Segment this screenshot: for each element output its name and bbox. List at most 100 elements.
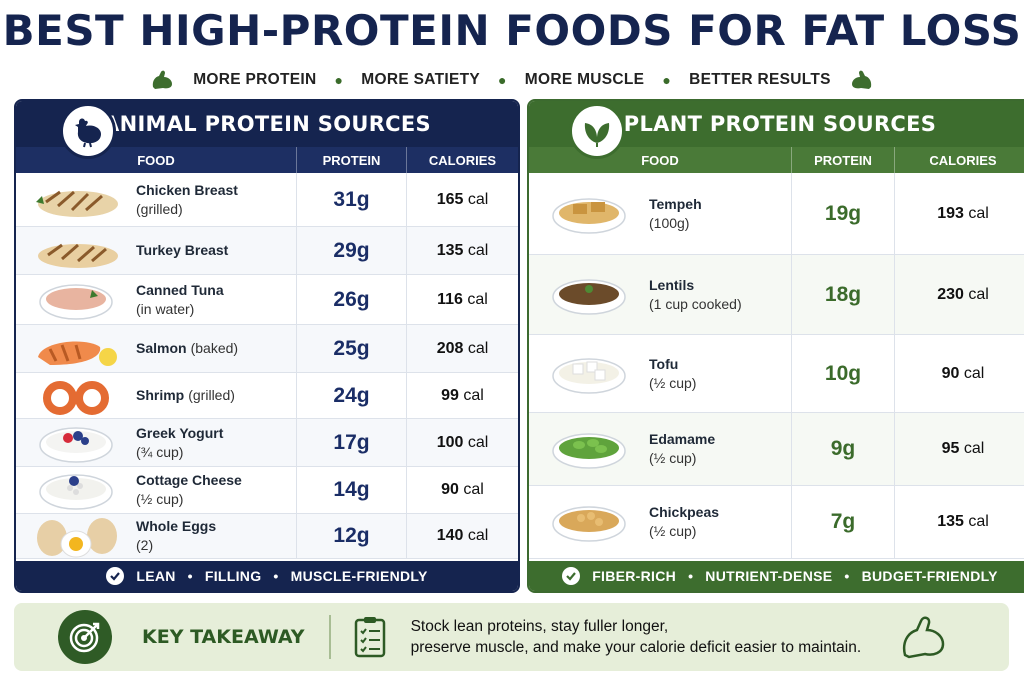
cottage-cheese-icon <box>16 468 136 512</box>
calories-value: 100 cal <box>406 419 518 466</box>
food-cell: Whole Eggs (2) <box>16 514 296 558</box>
food-name-text: Chickpeas <box>649 504 720 520</box>
table-row: Tempeh (100g) 19g 193 cal <box>529 173 1024 255</box>
subtitle-item: MORE MUSCLE <box>524 71 645 88</box>
food-name-text: Tofu <box>649 355 679 372</box>
food-cell: Tempeh (100g) <box>529 173 791 254</box>
column-header-food: FOOD <box>641 152 679 168</box>
food-name-text: Whole Eggs <box>136 518 217 534</box>
food-name: Tofu (½ cup) <box>649 355 696 393</box>
divider <box>328 615 331 659</box>
table-row: Whole Eggs (2) 12g 140 cal <box>16 514 518 559</box>
tofu-icon <box>529 352 649 396</box>
tempeh-icon <box>529 192 649 236</box>
food-name-text: Salmon <box>136 340 187 356</box>
takeaway-text: Stock lean proteins, stay fuller longer,… <box>411 616 862 658</box>
takeaway-line: Stock lean proteins, stay fuller longer, <box>410 618 669 635</box>
food-name-text: Tempeh <box>649 195 702 212</box>
food-cell: Chicken Breast (grilled) <box>16 173 296 226</box>
calories-number: 135 <box>436 241 464 259</box>
calories-number: 90 <box>941 364 960 382</box>
panel-title: PLANT PROTEIN SOURCES <box>623 112 937 136</box>
chicken-breast-icon <box>16 178 136 222</box>
food-serving-text: (½ cup) <box>649 374 697 391</box>
food-serving-text: (½ cup) <box>649 523 697 539</box>
food-serving-text: (grilled) <box>188 387 235 403</box>
animal-protein-panel: ANIMAL PROTEIN SOURCES FOOD PROTEIN CALO… <box>14 99 520 593</box>
calories-unit: cal <box>963 285 989 303</box>
bullet-icon: ● <box>662 72 672 88</box>
plant-food-table: Tempeh (100g) 19g 193 cal Lentils (1 cup cook… <box>529 173 1024 559</box>
check-icon <box>562 567 581 585</box>
food-name: Turkey Breast <box>136 241 228 260</box>
food-serving-text: (baked) <box>190 340 239 356</box>
chickpeas-icon <box>529 500 649 544</box>
calories-value: 95 cal <box>894 413 1024 485</box>
calories-number: 230 <box>937 285 964 303</box>
table-row: Shrimp (grilled) 24g 99 cal <box>16 373 518 419</box>
shrimp-icon <box>16 374 136 418</box>
food-serving-text: (in water) <box>136 300 195 317</box>
calories-value: 135 cal <box>406 227 518 274</box>
calories-number: 135 <box>937 513 964 530</box>
column-header-calories: CALORIES <box>406 147 518 173</box>
calories-value: 90 cal <box>406 467 518 513</box>
footer-item: NUTRIENT-DENSE <box>705 568 833 584</box>
animal-food-table: Chicken Breast (grilled) 31g 165 cal Turkey … <box>16 173 518 559</box>
protein-value: 26g <box>296 275 406 324</box>
calories-value: 230 cal <box>894 255 1024 334</box>
table-row: Turkey Breast 29g 135 cal <box>16 227 518 275</box>
protein-value: 14g <box>296 467 406 513</box>
table-row: Cottage Cheese (½ cup) 14g 90 cal <box>16 467 518 514</box>
calories-number: 208 <box>436 339 464 357</box>
calories-unit: cal <box>463 527 489 544</box>
food-name-text: Shrimp <box>136 387 185 403</box>
table-row: Chickpeas (½ cup) 7g 135 cal <box>529 486 1024 559</box>
flexed-arm-icon <box>153 70 173 89</box>
calories-value: 90 cal <box>894 335 1024 412</box>
protein-value: 19g <box>791 173 894 254</box>
panel-footer: FIBER-RICH • NUTRIENT-DENSE • BUDGET-FRI… <box>529 561 1024 591</box>
subtitle-bar: MORE PROTEIN ● MORE SATIETY ● MORE MUSCL… <box>0 68 1024 92</box>
food-cell: Lentils (1 cup cooked) <box>529 255 791 334</box>
footer-item: FIBER-RICH <box>592 568 677 584</box>
calories-value: 135 cal <box>894 486 1024 558</box>
calories-unit: cal <box>463 241 489 259</box>
protein-value: 17g <box>296 419 406 466</box>
table-row: Greek Yogurt (¾ cup) 17g 100 cal <box>16 419 518 467</box>
food-cell: Cottage Cheese (½ cup) <box>16 467 296 513</box>
table-row: Chicken Breast (grilled) 31g 165 cal <box>16 173 518 227</box>
calories-unit: cal <box>463 433 489 451</box>
food-name: Salmon (baked) <box>136 339 238 358</box>
column-header-protein: PROTEIN <box>296 147 406 173</box>
calories-value: 208 cal <box>406 325 518 372</box>
food-cell: Edamame (½ cup) <box>529 413 791 485</box>
footer-item: MUSCLE-FRIENDLY <box>290 568 428 584</box>
calories-number: 165 <box>436 190 464 208</box>
panel-footer: LEAN • FILLING • MUSCLE-FRIENDLY <box>16 561 518 591</box>
calories-unit: cal <box>463 190 489 208</box>
protein-value: 31g <box>296 173 406 226</box>
bullet-icon: ● <box>334 72 344 88</box>
calories-unit: cal <box>963 204 989 222</box>
food-name: Cottage Cheese (½ cup) <box>136 471 242 509</box>
calories-number: 99 <box>441 386 459 404</box>
food-serving-text: (1 cup cooked) <box>649 295 742 312</box>
table-row: Salmon (baked) 25g 208 cal <box>16 325 518 373</box>
subtitle-item: MORE SATIETY <box>361 71 480 88</box>
protein-value: 7g <box>791 486 894 558</box>
food-cell: Canned Tuna (in water) <box>16 275 296 324</box>
calories-unit: cal <box>462 290 488 308</box>
protein-value: 25g <box>296 325 406 372</box>
calories-number: 100 <box>436 433 464 451</box>
turkey-breast-icon <box>16 229 136 273</box>
calories-value: 165 cal <box>406 173 518 226</box>
calories-unit: cal <box>458 386 484 404</box>
food-name-text: Greek Yogurt <box>136 424 224 441</box>
food-serving-text: (¾ cup) <box>136 443 184 460</box>
plant-protein-panel: PLANT PROTEIN SOURCES FOOD PROTEIN CALOR… <box>527 99 1024 593</box>
takeaway-line: preserve muscle, and make your calorie d… <box>410 639 862 656</box>
food-name-text: Canned Tuna <box>136 281 224 298</box>
flexed-arm-icon <box>902 616 945 659</box>
chicken-icon <box>60 103 116 159</box>
